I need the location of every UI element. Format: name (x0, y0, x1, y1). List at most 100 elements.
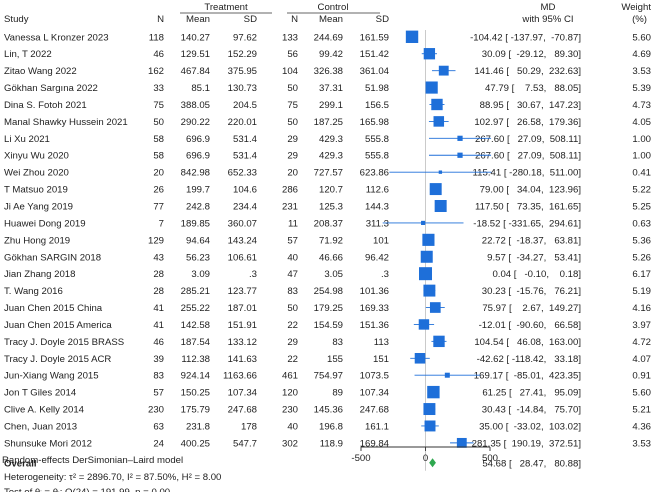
treatment-n: 77 (153, 202, 164, 213)
control-sd: 151 (373, 354, 389, 365)
treatment-n: 43 (153, 252, 164, 263)
control-n: 56 (287, 49, 298, 60)
study-effect-ci: 281.35 [ 190.19, 372.51] (472, 438, 581, 449)
study-effect-ci: 30.23 [ -15.76, 76.21] (482, 286, 581, 297)
treatment-mean: 140.27 (181, 32, 210, 43)
control-mean: 244.69 (314, 32, 343, 43)
study-effect-ci: 117.50 [ 73.35, 161.65] (475, 202, 581, 213)
study-effect-marker (438, 170, 443, 174)
treatment-sd: 531.4 (233, 134, 258, 145)
treatment-sd: 220.01 (228, 117, 257, 128)
study-name: T. Wang 2016 (4, 286, 63, 297)
control-mean: 3.05 (324, 269, 343, 280)
header-treatment-mean: Mean (186, 14, 210, 25)
study-name: Li Xu 2021 (4, 134, 50, 145)
treatment-sd: 178 (241, 421, 257, 432)
study-effect-marker (423, 48, 436, 60)
treatment-n: 129 (148, 235, 164, 246)
study-weight: 1.00 (632, 151, 651, 162)
treatment-mean: 285.21 (181, 286, 210, 297)
study-weight: 4.69 (632, 49, 651, 60)
treatment-sd: 133.12 (228, 337, 257, 348)
study-weight: 5.19 (632, 286, 651, 297)
control-sd: 101.36 (360, 286, 389, 297)
study-weight: 6.17 (632, 269, 651, 280)
study-name: Wei Zhou 2020 (4, 168, 69, 179)
study-effect-ci: 102.97 [ 26.58, 179.36] (474, 117, 581, 128)
control-n: 47 (287, 269, 298, 280)
control-n: 50 (287, 117, 298, 128)
study-effect-marker (438, 65, 449, 76)
control-mean: 89 (332, 388, 343, 399)
study-effect-marker (434, 200, 447, 212)
control-mean: 37.31 (319, 83, 343, 94)
study-effect-marker (418, 319, 430, 330)
treatment-n: 7 (159, 218, 164, 229)
study-name: Ji Ae Yang 2019 (4, 202, 73, 213)
control-n: 133 (282, 32, 298, 43)
control-sd: 247.68 (360, 405, 389, 416)
control-sd: 144.3 (365, 202, 389, 213)
treatment-sd: 1163.66 (223, 371, 257, 382)
study-name: Tracy J. Doyle 2015 ACR (4, 354, 111, 365)
control-sd: .3 (381, 269, 389, 280)
study-effect-marker (444, 372, 450, 378)
control-mean: 254.98 (314, 286, 343, 297)
x-axis-tick-label: 0 (423, 453, 428, 464)
study-effect-ci: 61.25 [ 27.41, 95.09] (482, 388, 581, 399)
study-effect-ci: 267.60 [ 27.09, 508.11] (475, 134, 581, 145)
treatment-mean: 187.54 (181, 337, 211, 348)
control-n: 461 (282, 371, 298, 382)
treatment-n: 50 (153, 117, 164, 128)
treatment-sd: 104.6 (233, 185, 257, 196)
treatment-n: 83 (153, 371, 164, 382)
study-weight: 0.41 (632, 168, 651, 179)
study-weight: 3.97 (632, 320, 651, 331)
treatment-n: 24 (153, 438, 164, 449)
treatment-mean: 696.9 (186, 134, 210, 145)
treatment-sd: 152.29 (228, 49, 257, 60)
control-sd: 107.34 (360, 388, 390, 399)
treatment-n: 41 (153, 320, 164, 331)
overall-label: Overall (4, 458, 37, 469)
study-effect-ci: 88.95 [ 30.67, 147.23] (480, 100, 581, 111)
study-effect-marker (429, 302, 441, 313)
control-n: 286 (282, 185, 298, 196)
header-control: Control (318, 2, 349, 13)
treatment-n: 58 (153, 151, 164, 162)
study-name: Gökhan Sargına 2022 (4, 83, 98, 94)
control-sd: 112.6 (366, 185, 389, 196)
study-name: T Matsuo 2019 (4, 185, 68, 196)
control-sd: 169.33 (360, 303, 389, 314)
study-weight: 5.39 (632, 83, 651, 94)
control-n: 11 (288, 218, 298, 229)
control-sd: 151.36 (360, 320, 389, 331)
study-name: Juan Chen 2015 China (4, 303, 103, 314)
control-n: 231 (282, 202, 298, 213)
control-sd: 101 (373, 235, 389, 246)
control-mean: 299.1 (319, 100, 343, 111)
treatment-n: 46 (153, 337, 164, 348)
header-study: Study (4, 14, 29, 25)
control-n: 22 (287, 354, 298, 365)
header-treatment-sd: SD (244, 14, 257, 25)
treatment-mean: 199.7 (186, 185, 210, 196)
treatment-sd: 247.68 (228, 405, 257, 416)
study-effect-ci: -18.52 [ -331.65, 294.61] (473, 218, 581, 229)
control-mean: 154.59 (314, 320, 343, 331)
control-n: 20 (287, 168, 298, 179)
control-sd: 51.98 (365, 83, 389, 94)
study-weight: 0.63 (632, 218, 651, 229)
control-sd: 555.8 (365, 134, 389, 145)
treatment-mean: 94.64 (186, 235, 211, 246)
study-effect-marker (422, 233, 435, 246)
study-effect-marker (429, 183, 442, 196)
control-n: 29 (287, 151, 298, 162)
study-weight: 5.22 (632, 185, 651, 196)
study-effect-marker (456, 437, 467, 448)
study-name: Jon T Giles 2014 (4, 388, 77, 399)
study-name: Gökhan SARGIN 2018 (4, 252, 101, 263)
treatment-n: 162 (148, 66, 164, 77)
treatment-sd: 97.62 (233, 32, 257, 43)
